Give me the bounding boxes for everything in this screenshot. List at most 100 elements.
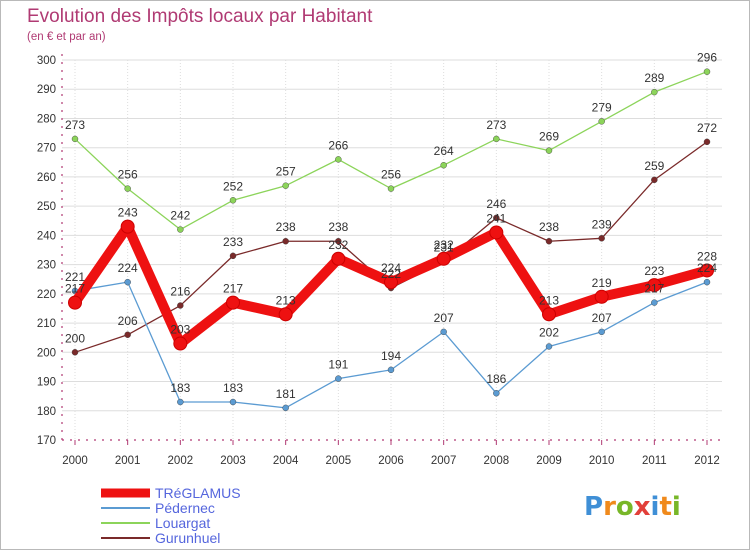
grid-lines — [62, 59, 722, 440]
data-point — [545, 343, 553, 350]
chart-title: Evolution des Impôts locaux par Habitant — [27, 6, 373, 27]
data-point — [440, 328, 447, 336]
data-point — [177, 398, 184, 406]
data-label: 259 — [644, 159, 664, 173]
data-label: 219 — [592, 276, 612, 290]
data-label: 213 — [276, 293, 296, 307]
data-point — [703, 68, 711, 75]
data-label: 264 — [434, 144, 454, 158]
data-point — [440, 162, 447, 169]
data-label: 194 — [381, 349, 401, 363]
data-point — [647, 278, 662, 293]
logo-letter: t — [659, 492, 671, 522]
data-point — [594, 289, 609, 304]
legend-label: Gurunhuel — [155, 530, 220, 546]
logo-letter: i — [672, 492, 681, 522]
data-label: 241 — [486, 211, 506, 225]
data-point — [226, 295, 240, 310]
data-label: 266 — [328, 138, 348, 152]
y-tick-label: 220 — [37, 289, 56, 301]
data-point — [384, 275, 398, 290]
data-point — [493, 135, 500, 143]
series-lines — [68, 68, 714, 412]
data-point — [335, 156, 342, 163]
data-label: 224 — [118, 261, 138, 275]
data-label: 238 — [328, 220, 348, 234]
data-point — [598, 118, 605, 125]
data-label: 181 — [276, 387, 296, 401]
data-label: 183 — [223, 381, 243, 395]
x-tick-label: 2009 — [536, 455, 562, 467]
legend-label: Pédernec — [155, 500, 215, 516]
y-tick-label: 280 — [37, 113, 56, 125]
y-tick-label: 270 — [37, 143, 56, 155]
data-label: 231 — [434, 241, 454, 255]
data-label: 273 — [486, 118, 506, 132]
data-label: 273 — [65, 118, 85, 132]
logo-letter: o — [616, 492, 634, 522]
data-label: 206 — [118, 314, 138, 328]
data-label: 239 — [592, 217, 612, 231]
x-tick-label: 2006 — [378, 455, 404, 467]
data-point — [436, 251, 451, 266]
data-label: 232 — [328, 238, 348, 252]
data-point — [229, 197, 237, 204]
data-point — [545, 238, 553, 245]
plot-area — [62, 60, 722, 440]
data-label: 217 — [644, 282, 664, 296]
data-point — [173, 336, 188, 351]
data-point — [335, 375, 342, 382]
x-tick-label: 2011 — [642, 455, 667, 467]
data-point — [124, 331, 131, 338]
data-point — [703, 278, 711, 286]
data-label: 269 — [539, 130, 559, 144]
data-point — [124, 185, 131, 192]
data-label: 238 — [276, 220, 296, 234]
logo-letter: i — [651, 492, 660, 522]
data-label: 246 — [486, 197, 506, 211]
data-label: 186 — [486, 372, 506, 386]
data-label: 221 — [65, 270, 85, 284]
data-label: 200 — [65, 331, 85, 345]
data-label: 296 — [697, 51, 717, 65]
data-point — [120, 219, 135, 234]
data-label: 223 — [644, 264, 664, 278]
data-label: 289 — [644, 71, 664, 85]
data-label: 207 — [592, 311, 612, 325]
data-label: 202 — [539, 325, 559, 339]
data-point — [229, 398, 237, 406]
data-label: 252 — [223, 179, 243, 193]
y-tick-label: 170 — [37, 435, 56, 447]
data-point — [282, 182, 289, 189]
data-point — [387, 185, 395, 192]
data-label: 203 — [170, 323, 190, 337]
x-tick-label: 2010 — [589, 455, 615, 467]
y-tick-label: 260 — [37, 172, 56, 184]
chart-subtitle: (en € et par an) — [27, 31, 106, 43]
data-point — [282, 404, 289, 412]
data-point — [335, 238, 342, 245]
data-label: 272 — [697, 121, 717, 135]
data-label: 216 — [170, 285, 190, 299]
data-point — [489, 225, 504, 240]
y-tick-label: 210 — [37, 318, 56, 330]
data-point — [700, 263, 714, 278]
data-labels: 200 206 216 233 238 238 222 231 246 238 239 259 272 2… — [65, 51, 717, 401]
x-tick-label: 2007 — [431, 455, 457, 467]
y-tick-label: 240 — [37, 230, 56, 242]
data-label: 279 — [592, 100, 612, 114]
x-tick-label: 2008 — [484, 455, 510, 467]
logo-letter: r — [603, 492, 616, 522]
x-tick-label: 2003 — [220, 455, 246, 467]
data-point — [124, 278, 131, 286]
data-point — [387, 366, 395, 374]
data-point — [703, 138, 711, 146]
y-tick-label: 250 — [37, 201, 56, 213]
data-point — [651, 88, 658, 96]
data-point — [68, 295, 82, 310]
data-point — [282, 238, 289, 245]
data-point — [542, 307, 556, 322]
data-label: 217 — [65, 282, 85, 296]
y-tick-label: 300 — [37, 55, 56, 67]
